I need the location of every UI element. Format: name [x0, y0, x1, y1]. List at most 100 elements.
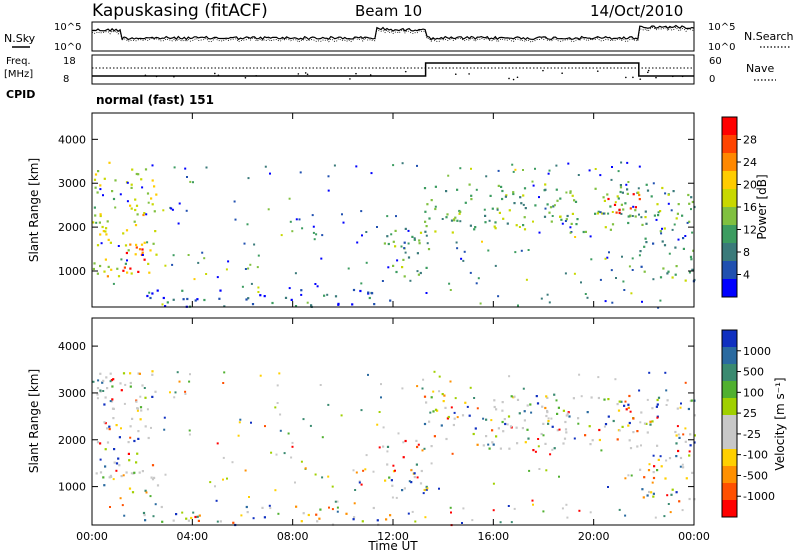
echo-cell [456, 247, 459, 250]
echo-cell [402, 456, 405, 459]
echo-cell [534, 450, 537, 453]
echo-cell [306, 301, 309, 304]
echo-cell [148, 291, 151, 294]
echo-cell [201, 251, 204, 254]
echo-cell [450, 219, 454, 222]
echo-cell [135, 246, 138, 249]
echo-cell [663, 244, 667, 247]
echo-cell [674, 273, 677, 276]
echo-cell [624, 477, 627, 480]
echo-cell [643, 270, 646, 273]
echo-cell [491, 429, 494, 432]
echo-cell [671, 276, 674, 279]
echo-cell [137, 430, 140, 433]
x-tick-label: 12:00 [377, 530, 409, 543]
echo-cell [629, 447, 633, 450]
echo-cell [673, 223, 676, 226]
echo-cell [519, 196, 522, 199]
echo-cell [193, 278, 196, 281]
echo-cell [469, 271, 472, 274]
echo-cell [573, 437, 576, 440]
echo-cell [416, 252, 419, 255]
echo-cell [146, 241, 149, 244]
echo-cell [184, 393, 187, 395]
echo-cell [147, 262, 150, 265]
echo-cell [462, 259, 465, 262]
echo-cell [665, 459, 668, 462]
x-tick-label: 00:00 [678, 530, 710, 543]
echo-cell [690, 208, 692, 211]
colorbar-tick-label: 500 [743, 366, 764, 379]
nave-dropout-point [217, 74, 220, 77]
echo-cell [660, 232, 663, 235]
echo-cell [334, 295, 338, 298]
echo-cell [129, 385, 132, 388]
echo-cell [112, 378, 115, 381]
echo-cell [530, 411, 533, 414]
echo-cell [656, 403, 659, 406]
echo-cell [105, 227, 108, 230]
echo-cell [288, 287, 291, 290]
echo-cell [113, 448, 116, 451]
echo-cell [280, 234, 283, 237]
noise-panel-frame [91, 21, 695, 52]
echo-cell [607, 398, 610, 401]
echo-cell [677, 238, 680, 241]
echo-cell [553, 393, 556, 396]
echo-cell [102, 390, 105, 392]
echo-cell [560, 218, 563, 221]
echo-cell [174, 391, 177, 394]
echo-cell [611, 211, 614, 213]
nave-dropout-point [508, 77, 510, 80]
noise-right-tick-bottom: 10^0 [708, 42, 735, 53]
echo-cell [361, 234, 363, 237]
echo-cell [289, 220, 292, 223]
echo-cell [645, 222, 648, 225]
echo-cell [561, 507, 564, 510]
echo-cell [127, 249, 130, 252]
echo-cell [276, 384, 279, 387]
echo-cell [506, 423, 509, 426]
echo-cell [469, 386, 472, 389]
echo-cell [611, 166, 613, 168]
cpid-value: normal (fast) 151 [96, 93, 214, 107]
echo-cell [92, 380, 95, 383]
echo-cell [341, 213, 343, 216]
colorbar-segment [722, 330, 737, 348]
echo-cell [198, 514, 201, 517]
echo-cell [106, 441, 110, 444]
echo-cell [423, 488, 426, 492]
echo-cell [394, 229, 397, 232]
echo-cell [430, 199, 433, 202]
echo-cell [550, 417, 553, 420]
echo-cell [522, 203, 525, 206]
echo-cell [646, 189, 650, 192]
noise-search-trace [91, 26, 695, 43]
echo-cell [551, 425, 554, 428]
echo-cell [425, 234, 428, 237]
echo-cell [577, 417, 580, 420]
echo-cell [589, 235, 592, 238]
colorbar-tick-label: 16 [743, 201, 757, 214]
y-tick-label: 4000 [58, 133, 86, 146]
echo-cell [428, 420, 431, 423]
echo-cell [687, 193, 690, 197]
echo-cell [487, 249, 490, 252]
echo-cell [543, 215, 547, 218]
nave-dropout-point [561, 72, 563, 75]
echo-cell [291, 445, 294, 448]
echo-cell [475, 282, 478, 285]
echo-cell [626, 192, 629, 195]
colorbar-segment [722, 261, 737, 280]
echo-cell [540, 297, 543, 300]
echo-cell [450, 511, 452, 514]
echo-cell [143, 212, 146, 215]
echo-cell [691, 231, 694, 234]
echo-cell [117, 245, 120, 247]
echo-cell [300, 289, 303, 292]
echo-cell [607, 415, 610, 418]
echo-cell [114, 206, 117, 209]
echo-cell [576, 218, 579, 221]
echo-cell [125, 251, 128, 255]
echo-cell [432, 390, 435, 393]
